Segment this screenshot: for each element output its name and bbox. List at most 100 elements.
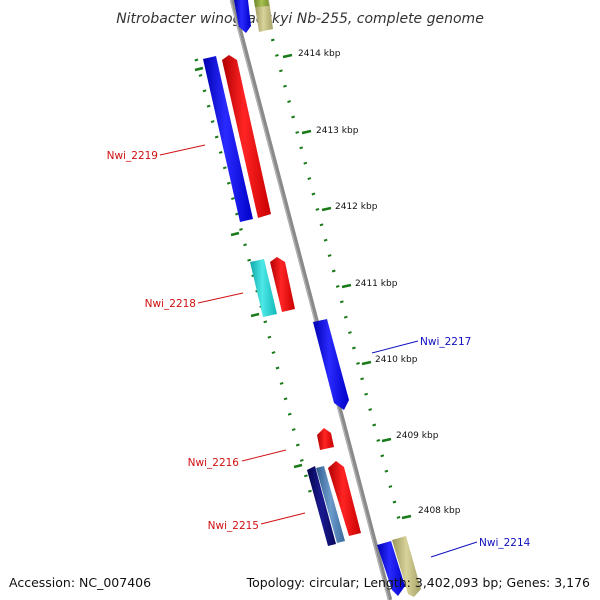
scale-minor-tick — [295, 130, 300, 134]
scale-minor-tick — [275, 53, 279, 57]
gene-feature-red[interactable] — [317, 428, 334, 450]
scale-minor-tick — [343, 315, 348, 319]
scale-minor-tick — [198, 73, 203, 77]
scale-minor-tick — [339, 300, 344, 304]
scale-minor-tick — [388, 485, 393, 489]
callout-line — [241, 449, 287, 462]
scale-minor-tick — [319, 223, 324, 227]
gene-feature-blue[interactable] — [313, 319, 349, 410]
scale-minor-tick — [291, 428, 296, 432]
scale-minor-tick — [299, 146, 304, 150]
scale-marker: 2410 kbp — [361, 355, 418, 366]
scale-minor-tick — [304, 474, 308, 478]
scale-minor-tick — [222, 166, 227, 170]
genome-backbone-highlight — [229, 0, 390, 600]
gene-feature-steel[interactable] — [316, 466, 345, 543]
scale-minor-tick — [299, 458, 304, 462]
gene-label-nwi-2217[interactable]: Nwi_2217 — [420, 336, 471, 348]
scale-minor-tick — [372, 423, 377, 427]
gene-feature-blue[interactable] — [377, 541, 405, 596]
scale-major-tick — [293, 463, 303, 469]
gene-feature-olive[interactable] — [254, 0, 269, 7]
scale-minor-tick — [270, 38, 275, 42]
scale-label: 2409 kbp — [396, 431, 439, 441]
scale-major-tick — [401, 514, 412, 520]
scale-minor-tick — [275, 366, 280, 370]
scale-minor-tick — [267, 335, 272, 339]
scale-minor-tick — [303, 161, 308, 165]
gene-label-nwi-2218[interactable]: Nwi_2218 — [145, 298, 196, 310]
scale-minor-tick — [235, 212, 239, 216]
scale-minor-tick — [311, 192, 316, 196]
scale-minor-tick — [335, 284, 340, 288]
gene-feature-blue[interactable] — [203, 56, 253, 222]
scale-minor-tick — [283, 84, 287, 88]
scale-marker: 2408 kbp — [401, 506, 461, 520]
gene-feature-khaki[interactable] — [392, 536, 421, 597]
scale-minor-tick — [214, 135, 219, 139]
scale-minor-tick — [327, 254, 332, 258]
callout-line — [159, 144, 206, 156]
gene-feature-red[interactable] — [222, 55, 271, 218]
scale-minor-tick — [323, 238, 328, 242]
scale-minor-tick — [239, 227, 243, 231]
scale-minor-tick — [194, 58, 199, 62]
callout-line — [371, 340, 419, 354]
scale-minor-tick — [291, 115, 295, 119]
gene-label-nwi-2215[interactable]: Nwi_2215 — [208, 520, 259, 532]
scale-minor-tick — [243, 243, 247, 247]
scale-label: 2412 kbp — [335, 202, 378, 212]
scale-marker: 2412 kbp — [321, 202, 378, 212]
scale-minor-tick — [392, 500, 397, 504]
scale-minor-tick — [360, 377, 364, 381]
scale-minor-tick — [247, 258, 251, 262]
scale-major-tick — [301, 129, 312, 135]
scale-label: 2411 kbp — [355, 279, 398, 289]
scale-label: 2408 kbp — [418, 506, 461, 516]
scale-minor-tick — [307, 177, 312, 181]
gene-feature-cyan[interactable] — [250, 259, 277, 317]
scale-minor-tick — [206, 104, 211, 108]
scale-minor-tick — [315, 207, 320, 211]
scale-major-tick — [250, 312, 260, 318]
scale-marker: 2411 kbp — [341, 279, 398, 289]
gene-label-nwi-2214[interactable]: Nwi_2214 — [479, 537, 531, 549]
scale-minor-tick — [380, 454, 385, 458]
scale-minor-tick — [226, 181, 231, 185]
gene-feature-red[interactable] — [270, 257, 295, 312]
gene-feature-navy[interactable] — [307, 466, 336, 546]
scale-marker: 2413 kbp — [301, 126, 359, 136]
scale-marker: 2414 kbp — [282, 49, 341, 59]
scale-marker: 2409 kbp — [381, 431, 439, 443]
scale-minor-tick — [308, 489, 312, 493]
scale-minor-tick — [271, 351, 276, 355]
scale-minor-tick — [231, 197, 235, 201]
callout-line — [197, 292, 244, 304]
gene-label-nwi-2219[interactable]: Nwi_2219 — [107, 150, 158, 162]
scale-minor-tick — [287, 100, 291, 104]
scale-minor-tick — [283, 397, 288, 401]
scale-label: 2414 kbp — [298, 49, 341, 59]
scale-minor-tick — [210, 120, 215, 124]
scale-major-tick — [341, 283, 352, 289]
scale-minor-tick — [279, 69, 283, 73]
gene-label-nwi-2216[interactable]: Nwi_2216 — [188, 457, 240, 469]
scale-label: 2413 kbp — [316, 126, 359, 136]
scale-minor-tick — [279, 381, 284, 385]
callout-line — [430, 541, 478, 558]
scale-label: 2410 kbp — [375, 355, 418, 365]
scale-minor-tick — [295, 443, 300, 447]
gene-feature-blue[interactable] — [234, 0, 251, 33]
scale-major-tick — [282, 53, 293, 59]
scale-minor-tick — [352, 346, 356, 350]
scale-major-tick — [194, 66, 204, 72]
map-title: Nitrobacter winogradskyi Nb-255, complet… — [116, 11, 484, 27]
scale-minor-tick — [364, 392, 368, 396]
scale-ticks — [194, 38, 401, 519]
genome-summary-text: Topology: circular; Length: 3,402,093 bp… — [246, 575, 590, 590]
scale-minor-tick — [331, 269, 336, 273]
gene-feature-khaki[interactable] — [254, 0, 273, 32]
scale-minor-tick — [348, 331, 352, 335]
scale-major-tick — [230, 231, 240, 237]
gene-feature-red[interactable] — [328, 461, 361, 536]
